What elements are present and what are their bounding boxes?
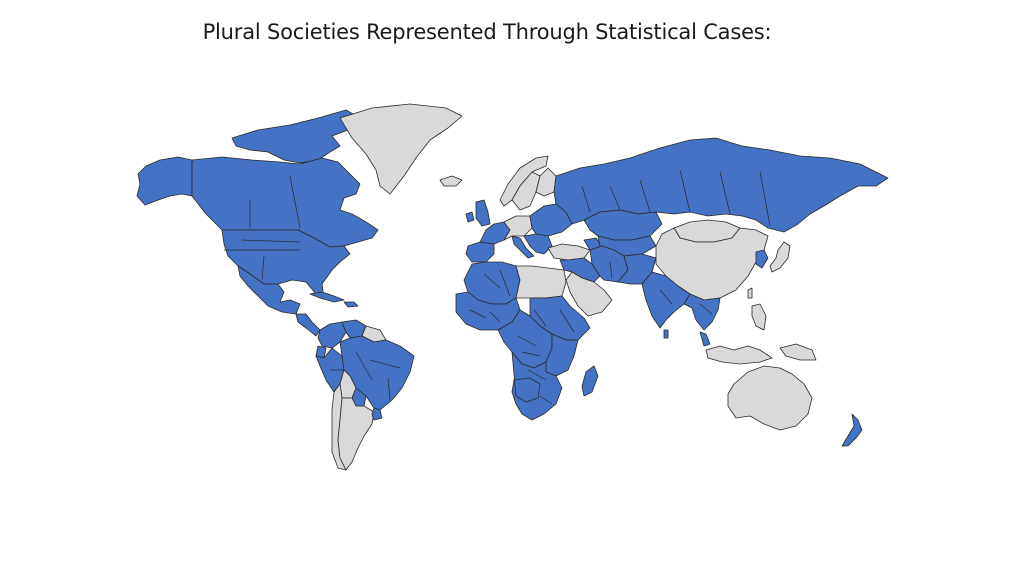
region-indonesia [705,345,773,365]
region-mexico [237,265,301,315]
region-cuba [309,291,345,303]
region-new-zealand [841,413,863,447]
region-italy [511,235,535,259]
region-japan [769,241,791,273]
region-new-guinea [779,343,817,361]
region-taiwan [747,287,753,299]
region-united-kingdom [475,199,491,227]
region-arabian-peninsula [565,271,613,317]
region-philippines [751,303,767,331]
region-hispaniola [343,301,359,308]
region-canadian-arctic [231,109,361,164]
border-lines [224,169,771,405]
region-eastern-europe [529,203,573,237]
region-iberia [465,241,495,263]
region-central-america [295,313,321,337]
region-ireland [465,211,475,223]
slide-title: Plural Societies Represented Through Sta… [202,20,772,44]
region-libya-egypt [515,265,567,299]
region-malay-peninsula [699,331,711,347]
region-korea [755,249,769,269]
region-argentina [337,397,375,471]
region-southern-africa [511,351,563,421]
region-mainland-southeast-asia [683,293,721,331]
region-madagascar [581,365,599,397]
region-sri-lanka [663,329,669,339]
region-balkans [523,233,553,255]
region-australia [727,365,813,431]
region-east-africa [545,333,579,377]
region-kazakhstan [583,209,663,241]
region-greenland [339,103,463,195]
region-india [641,271,691,329]
region-uruguay [371,407,383,421]
region-finland [535,167,557,197]
region-iceland [439,175,463,187]
region-alaska [136,156,193,206]
region-turkey [547,243,591,261]
region-middle-east [559,257,601,283]
